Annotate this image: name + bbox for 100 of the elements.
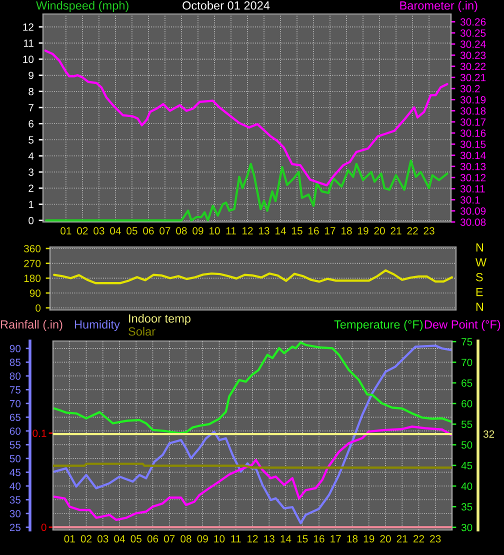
y-tick-label: 5	[28, 136, 34, 144]
y2-tick-label: 30.12	[460, 174, 486, 182]
x-tick-label: 08	[176, 227, 187, 235]
x-tick-label: 19	[358, 227, 368, 235]
x-tick-label: 08	[180, 535, 192, 543]
text: S	[476, 272, 483, 282]
y-tick-label: 7	[28, 104, 34, 112]
y-tick-label: 25	[10, 524, 21, 532]
y2-tick-label: 30.26	[460, 18, 486, 26]
x-tick-label: 19	[364, 535, 374, 543]
y-tick-label: 2	[28, 184, 34, 192]
y-tick-label: 1	[28, 200, 34, 208]
y2-tick-label: 30.11	[460, 185, 485, 193]
y2-tick-label: 30.09	[460, 207, 486, 215]
y2-tick-label: 75	[462, 338, 472, 346]
y-tick-label: 4	[28, 152, 34, 160]
y2-tick-label: 30.17	[460, 118, 486, 126]
y2-tick-label: 30.25	[460, 29, 486, 37]
x-tick-label: 01	[60, 227, 72, 235]
y2-tick-label: 30.22	[460, 62, 486, 70]
y-tick-label: 3	[28, 168, 34, 176]
x-tick-label: 11	[231, 535, 241, 542]
x-tick-label: 20	[374, 227, 385, 235]
y2-tick-label: 30	[461, 524, 472, 532]
x-tick-label: 13	[259, 227, 270, 235]
y-tick-label: 90	[30, 290, 41, 297]
x-tick-label: 01	[64, 535, 75, 543]
y2-tick-label: 30.2	[460, 85, 480, 92]
text: N	[476, 243, 484, 252]
y2-tick-label: 60	[462, 400, 472, 408]
x-tick-label: 02	[77, 227, 88, 235]
x-tick-label: 03	[94, 227, 104, 235]
y3-tick-label: 0	[41, 524, 46, 532]
text: W	[475, 258, 487, 266]
y-tick-label: 12	[23, 23, 34, 31]
y-tick-label: 35	[10, 496, 21, 504]
y2-tick-label: 70	[462, 358, 472, 366]
y3-tick-label: 0.1	[32, 430, 46, 438]
x-tick-label: 09	[192, 227, 204, 235]
y2-tick-label: 30.13	[460, 162, 486, 170]
x-tick-label: 23	[430, 535, 441, 543]
y-tick-label: 65	[10, 414, 21, 422]
y2-tick-label: 45	[461, 462, 472, 470]
y-tick-label: 9	[28, 72, 34, 80]
series-label: Temperature (°F)	[334, 320, 423, 332]
x-tick-label: 16	[308, 227, 319, 235]
x-tick-label: 05	[130, 535, 142, 543]
x-tick-label: 22	[413, 535, 424, 542]
x-tick-label: 22	[407, 227, 418, 234]
y-tick-label: 6	[28, 120, 34, 128]
y-tick-label: 0	[28, 216, 34, 224]
y2-tick-label: 30.15	[460, 140, 486, 148]
x-tick-label: 16	[314, 535, 324, 543]
x-tick-label: 21	[396, 535, 408, 542]
y2-tick-label: 30.08	[460, 218, 486, 226]
x-tick-label: 05	[126, 227, 138, 235]
x-tick-label: 06	[143, 227, 154, 235]
y2-tick-label: 30.16	[460, 130, 486, 137]
y-tick-label: 85	[10, 358, 21, 366]
y2-tick-label: 30.18	[460, 107, 486, 115]
x-tick-label: 23	[424, 227, 434, 235]
x-tick-label: 15	[292, 227, 302, 235]
x-tick-label: 17	[330, 535, 341, 542]
x-tick-label: 18	[342, 227, 352, 235]
x-tick-label: 10	[209, 227, 220, 235]
y-tick-label: 90	[10, 344, 21, 352]
y-tick-label: 270	[24, 260, 41, 268]
y-tick-label: 40	[10, 482, 21, 490]
x-tick-label: 04	[114, 535, 125, 543]
y2-tick-label: 50	[461, 441, 472, 449]
y-tick-label: 30	[10, 510, 21, 518]
x-tick-label: 11	[226, 227, 236, 234]
text: Dew Point (°F)	[424, 320, 500, 331]
line-series	[45, 160, 448, 222]
y2-tick-label: 35	[461, 503, 472, 511]
line-series	[53, 426, 452, 521]
y2-tick-label: 30.14	[460, 152, 486, 160]
x-tick-label: 15	[297, 535, 308, 543]
x-tick-label: 14	[276, 227, 286, 234]
x-tick-label: 14	[280, 535, 292, 542]
y-tick-label: 75	[10, 386, 21, 394]
line-series	[44, 50, 448, 186]
line-series	[53, 269, 453, 284]
text: N	[476, 302, 484, 311]
x-tick-label: 12	[248, 535, 258, 542]
x-tick-label: 13	[264, 535, 274, 543]
y2-tick-label: 30.21	[460, 74, 486, 82]
chart-title: October 01 2024	[182, 1, 270, 10]
y-tick-label: 55	[10, 441, 21, 449]
y2-tick-label: 40	[461, 482, 472, 490]
y-tick-label: 60	[10, 427, 21, 435]
x-tick-label: 07	[164, 535, 175, 543]
x-tick-label: 09	[197, 535, 208, 543]
text: Solar	[128, 327, 156, 336]
x-tick-label: 20	[380, 535, 391, 543]
y2-tick-label: 30.19	[460, 96, 486, 104]
y2-tick-label: 30.24	[460, 40, 486, 48]
text: 32	[483, 430, 494, 438]
y-tick-label: 360	[24, 244, 41, 252]
y-tick-label: 45	[10, 468, 21, 476]
